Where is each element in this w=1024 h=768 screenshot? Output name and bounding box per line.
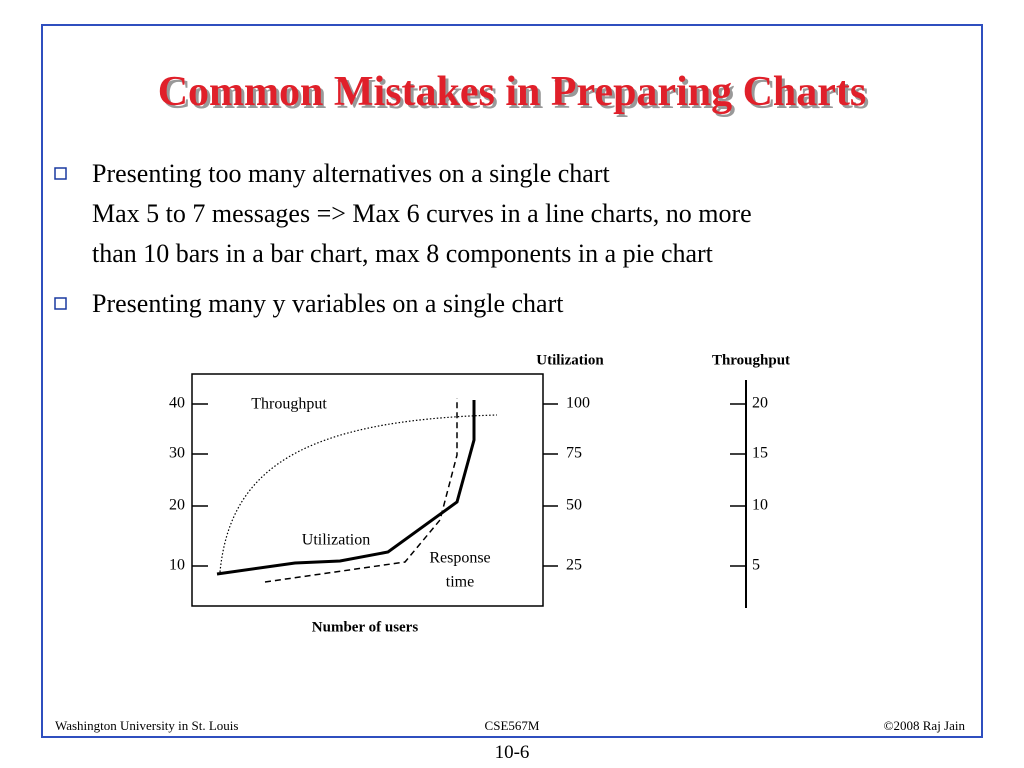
tick-label: 5 (752, 557, 760, 574)
tick-label: 100 (566, 395, 590, 412)
tick-label: 50 (566, 497, 582, 514)
x-label: Number of users (312, 619, 419, 635)
title: Common Mistakes in Preparing Charts (158, 69, 867, 115)
curve-label: Response (429, 550, 490, 567)
utilization-curve (216, 400, 476, 576)
tick-label: 10 (169, 557, 185, 574)
axis-title: Throughput (712, 352, 790, 368)
curve-label: Utilization (302, 532, 370, 549)
curve-label: time (446, 574, 474, 591)
tick-label: 15 (752, 445, 768, 462)
bullet-text: Presenting many y variables on a single … (92, 289, 564, 318)
title-shadow: Common Mistakes in Preparing Charts (161, 72, 870, 118)
tick-label: 25 (566, 557, 582, 574)
footer-left: Washington University in St. Louis (55, 718, 238, 733)
tick-label: 10 (752, 497, 768, 514)
footer-right: ©2008 Raj Jain (884, 718, 966, 733)
response-curve (264, 398, 458, 583)
bullet-line: than 10 bars in a bar chart, max 8 compo… (92, 239, 714, 268)
tick-label: 75 (566, 445, 582, 462)
slide-border (41, 24, 983, 738)
tick-label: 40 (169, 395, 185, 412)
curve-label: Throughput (251, 396, 327, 413)
bullet-icon (54, 167, 67, 180)
throughput-curve (219, 414, 498, 573)
tick-label: 20 (169, 497, 185, 514)
bullet-text: Presenting too many alternatives on a si… (92, 159, 610, 188)
page-number: 10-6 (495, 742, 530, 763)
ticks: 40 30 20 10 100 75 50 25 20 15 10 5 (169, 395, 768, 574)
bullet-line: Max 5 to 7 messages => Max 6 curves in a… (92, 199, 752, 228)
figure: Utilization Throughput Number of users 4… (169, 352, 790, 635)
tick-label: 20 (752, 395, 768, 412)
tick-label: 30 (169, 445, 185, 462)
footer-center: CSE567M (485, 718, 540, 733)
bullet-icon (54, 297, 67, 310)
plot-frame (191, 373, 544, 607)
axis-title: Utilization (536, 352, 604, 368)
